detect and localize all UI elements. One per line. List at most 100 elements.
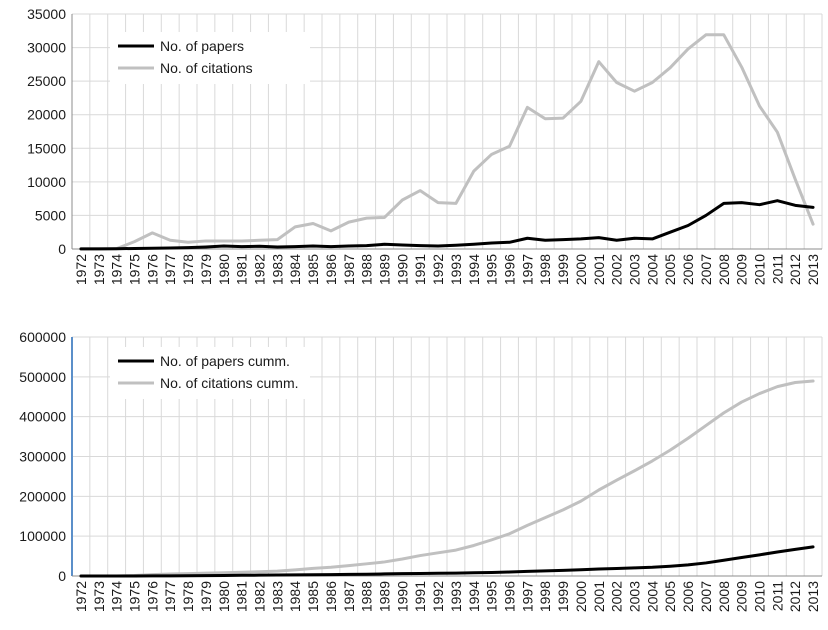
legend-label-1: No. of citations cumm. xyxy=(160,375,299,391)
x-tick-label: 1972 xyxy=(73,254,89,285)
x-tick-label: 1984 xyxy=(287,254,303,285)
x-tick-label: 1977 xyxy=(162,254,178,285)
x-tick-label: 1977 xyxy=(162,581,178,612)
x-tick-label: 1988 xyxy=(359,581,375,612)
x-tick-label: 1974 xyxy=(109,581,125,612)
x-tick-label: 1989 xyxy=(377,581,393,612)
y-tick-label: 400000 xyxy=(19,409,66,425)
x-tick-label: 1986 xyxy=(323,254,339,285)
x-tick-label: 2001 xyxy=(591,581,607,612)
x-tick-label: 1992 xyxy=(430,254,446,285)
x-tick-label: 2011 xyxy=(769,254,785,284)
x-tick-label: 1982 xyxy=(252,581,268,612)
x-tick-label: 1982 xyxy=(252,254,268,285)
y-tick-label: 0 xyxy=(58,241,66,257)
x-tick-label: 2010 xyxy=(752,581,768,612)
x-tick-label: 1974 xyxy=(109,254,125,285)
x-tick-label: 2009 xyxy=(734,254,750,285)
x-tick-label: 1986 xyxy=(323,581,339,612)
x-tick-label: 1998 xyxy=(537,254,553,285)
x-tick-label: 2013 xyxy=(805,254,821,285)
x-tick-label: 1980 xyxy=(216,581,232,612)
y-tick-label: 300000 xyxy=(19,449,66,465)
x-tick-label: 1983 xyxy=(269,254,285,285)
x-tick-label: 1972 xyxy=(73,581,89,612)
x-tick-label: 1996 xyxy=(502,581,518,612)
x-tick-label: 1995 xyxy=(484,254,500,285)
x-tick-label: 1978 xyxy=(180,254,196,285)
x-tick-label: 1975 xyxy=(127,254,143,285)
x-tick-label: 1991 xyxy=(412,581,428,612)
y-tick-label: 10000 xyxy=(27,174,66,190)
x-tick-label: 1983 xyxy=(269,581,285,612)
x-tick-label: 1994 xyxy=(466,254,482,285)
legend-box xyxy=(110,347,310,399)
x-tick-label: 1997 xyxy=(519,254,535,285)
x-tick-label: 2006 xyxy=(680,254,696,285)
x-tick-label: 2004 xyxy=(644,581,660,612)
x-tick-label: 2000 xyxy=(573,581,589,612)
x-tick-label: 2011 xyxy=(769,581,785,611)
x-tick-label: 2012 xyxy=(787,581,803,612)
x-tick-label: 1979 xyxy=(198,254,214,285)
x-tick-label: 2001 xyxy=(591,254,607,285)
x-tick-label: 1975 xyxy=(127,581,143,612)
x-tick-label: 1973 xyxy=(91,254,107,285)
x-tick-label: 1988 xyxy=(359,254,375,285)
x-tick-label: 1980 xyxy=(216,254,232,285)
y-tick-label: 600000 xyxy=(19,329,66,345)
legend-label-0: No. of papers cumm. xyxy=(160,353,290,369)
y-tick-label: 20000 xyxy=(27,107,66,123)
y-tick-label: 35000 xyxy=(27,6,66,22)
x-tick-label: 1985 xyxy=(305,254,321,285)
x-tick-label: 2012 xyxy=(787,254,803,285)
x-tick-label: 2000 xyxy=(573,254,589,285)
series-line-0 xyxy=(79,199,815,251)
x-tick-label: 2009 xyxy=(734,581,750,612)
y-tick-label: 200000 xyxy=(19,488,66,504)
x-tick-label: 2007 xyxy=(698,581,714,612)
x-tick-label: 2007 xyxy=(698,254,714,285)
x-tick-label: 2008 xyxy=(716,581,732,612)
x-tick-label: 1992 xyxy=(430,581,446,612)
x-tick-label: 2003 xyxy=(627,581,643,612)
x-tick-label: 1976 xyxy=(144,581,160,612)
x-tick-label: 1997 xyxy=(519,581,535,612)
x-tick-label: 1995 xyxy=(484,581,500,612)
x-tick-label: 1978 xyxy=(180,581,196,612)
x-tick-label: 1989 xyxy=(377,254,393,285)
x-tick-label: 1984 xyxy=(287,581,303,612)
legend-label-0: No. of papers xyxy=(160,38,244,54)
x-tick-label: 2006 xyxy=(680,581,696,612)
x-tick-label: 2008 xyxy=(716,254,732,285)
x-tick-label: 2010 xyxy=(752,254,768,285)
y-tick-label: 30000 xyxy=(27,40,66,56)
series-line-1 xyxy=(79,379,815,578)
x-tick-label: 1981 xyxy=(234,581,250,612)
x-tick-label: 1987 xyxy=(341,254,357,285)
series-line-0 xyxy=(79,545,815,578)
x-tick-label: 1996 xyxy=(502,254,518,285)
x-tick-label: 1999 xyxy=(555,254,571,285)
y-tick-label: 500000 xyxy=(19,369,66,385)
x-tick-label: 1994 xyxy=(466,581,482,612)
x-tick-label: 1985 xyxy=(305,581,321,612)
y-tick-label: 0 xyxy=(58,568,66,584)
legend-label-1: No. of citations xyxy=(160,60,253,76)
x-tick-label: 2004 xyxy=(644,254,660,285)
x-tick-label: 2002 xyxy=(609,254,625,285)
x-tick-label: 1991 xyxy=(412,254,428,285)
x-tick-label: 1990 xyxy=(394,581,410,612)
x-tick-label: 1993 xyxy=(448,254,464,285)
x-tick-label: 2013 xyxy=(805,581,821,612)
cumulative-chart: 0 100000 200000 300000 400000 500000 600000 197… xyxy=(19,329,823,612)
y-tick-label: 100000 xyxy=(19,528,66,544)
x-tick-label: 2002 xyxy=(609,581,625,612)
x-tick-label: 2005 xyxy=(662,581,678,612)
x-tick-label: 1993 xyxy=(448,581,464,612)
series-line-1 xyxy=(79,33,815,251)
x-tick-label: 1981 xyxy=(234,254,250,285)
